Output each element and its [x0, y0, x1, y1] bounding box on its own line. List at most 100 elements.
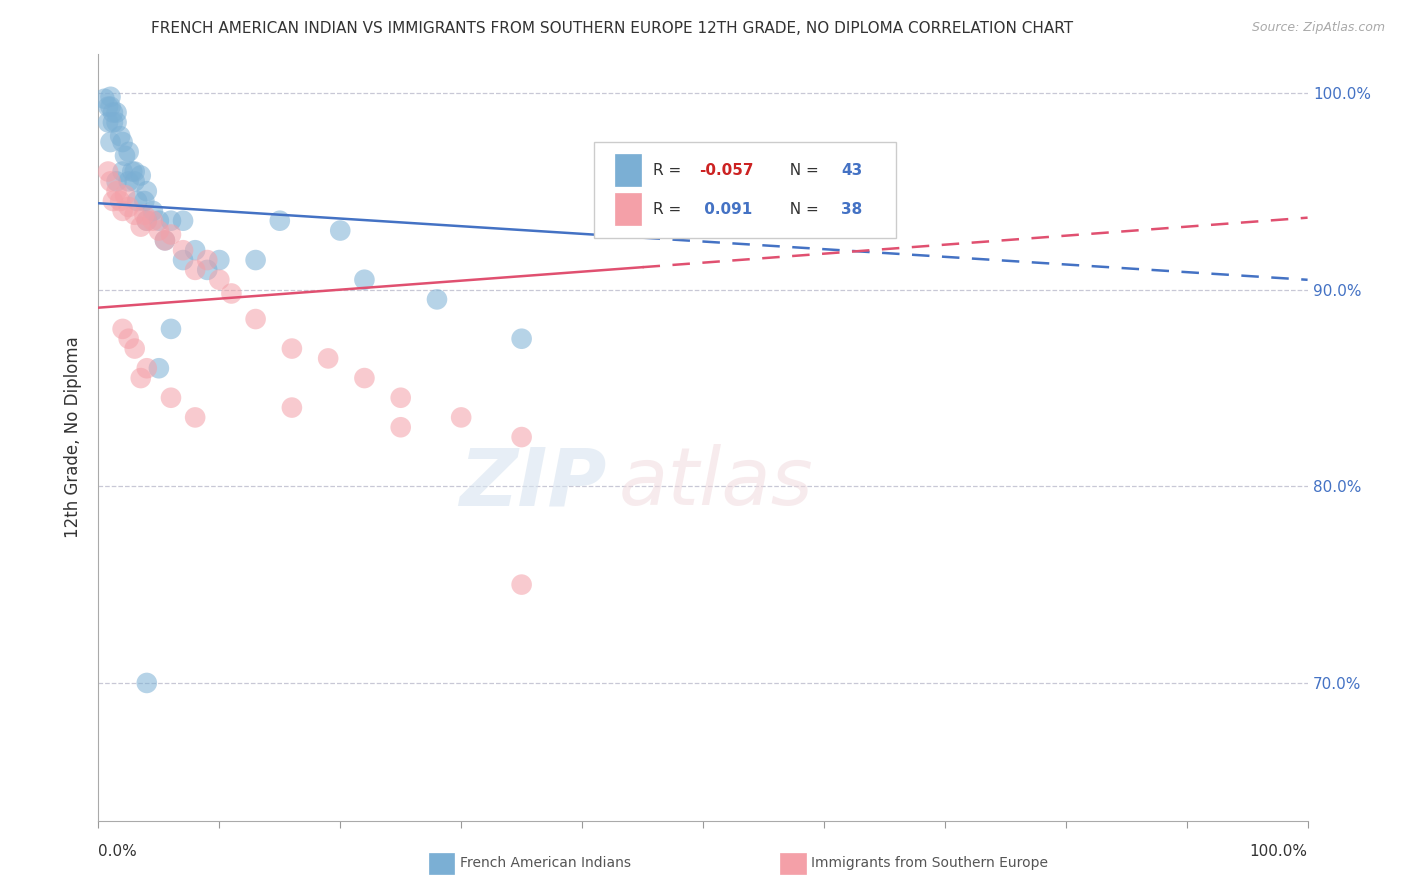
Point	[111, 164, 134, 178]
Point	[148, 223, 170, 237]
Point	[97, 164, 120, 178]
Point	[108, 194, 131, 208]
Point	[208, 273, 231, 287]
Text: R =: R =	[654, 202, 686, 217]
Point	[100, 100, 122, 114]
Point	[184, 263, 207, 277]
Point	[281, 401, 304, 415]
Point	[118, 174, 141, 188]
Point	[389, 420, 412, 434]
Point	[426, 293, 449, 307]
Text: French American Indians: French American Indians	[460, 856, 631, 871]
Point	[105, 174, 128, 188]
Point	[510, 430, 533, 444]
Point	[124, 208, 146, 222]
Point	[111, 135, 134, 149]
Point	[510, 577, 533, 591]
Text: -0.057: -0.057	[699, 162, 754, 178]
Text: 100.0%: 100.0%	[1250, 844, 1308, 859]
Point	[195, 253, 218, 268]
Point	[172, 213, 194, 227]
Point	[148, 213, 170, 227]
Point	[172, 244, 194, 258]
Point	[160, 213, 183, 227]
Point	[184, 410, 207, 425]
Point	[134, 194, 156, 208]
Point	[184, 244, 207, 258]
Point	[135, 676, 157, 690]
Point	[353, 273, 375, 287]
Point	[100, 174, 122, 188]
Point	[142, 213, 165, 227]
Point	[221, 286, 243, 301]
Point	[160, 391, 183, 405]
Point	[269, 213, 291, 227]
Point	[135, 184, 157, 198]
Point	[129, 371, 152, 385]
Point	[121, 164, 143, 178]
Text: 43: 43	[841, 162, 862, 178]
Point	[153, 233, 176, 247]
Point	[111, 322, 134, 336]
Point	[160, 322, 183, 336]
Text: ZIP: ZIP	[458, 444, 606, 522]
Point	[100, 90, 122, 104]
Point	[172, 253, 194, 268]
Bar	[614, 154, 641, 186]
Point	[105, 184, 128, 198]
Point	[389, 391, 412, 405]
Point	[105, 115, 128, 129]
Point	[129, 219, 152, 234]
Point	[114, 188, 136, 202]
FancyBboxPatch shape	[595, 142, 897, 237]
Point	[329, 223, 352, 237]
Point	[111, 203, 134, 218]
Point	[105, 105, 128, 120]
Point	[208, 253, 231, 268]
Point	[97, 100, 120, 114]
Point	[93, 92, 115, 106]
Text: 38: 38	[841, 202, 862, 217]
Point	[118, 145, 141, 159]
Point	[281, 342, 304, 356]
Point	[135, 213, 157, 227]
Point	[353, 371, 375, 385]
Point	[153, 233, 176, 247]
Point	[108, 129, 131, 144]
Point	[245, 253, 267, 268]
Point	[100, 135, 122, 149]
Point	[510, 332, 533, 346]
Point	[101, 115, 124, 129]
Text: N =: N =	[780, 162, 824, 178]
Y-axis label: 12th Grade, No Diploma: 12th Grade, No Diploma	[65, 336, 83, 538]
Point	[142, 203, 165, 218]
Point	[97, 115, 120, 129]
Point	[124, 174, 146, 188]
Point	[118, 332, 141, 346]
Point	[127, 194, 149, 208]
Point	[118, 200, 141, 214]
Point	[114, 149, 136, 163]
Bar	[614, 193, 641, 225]
Text: Immigrants from Southern Europe: Immigrants from Southern Europe	[811, 856, 1049, 871]
Text: atlas: atlas	[619, 444, 813, 522]
Point	[160, 227, 183, 242]
Point	[195, 263, 218, 277]
Point	[135, 213, 157, 227]
Text: 0.0%: 0.0%	[98, 844, 138, 859]
Point	[316, 351, 339, 366]
Text: N =: N =	[780, 202, 824, 217]
Point	[135, 361, 157, 376]
Text: Source: ZipAtlas.com: Source: ZipAtlas.com	[1251, 21, 1385, 34]
Text: 0.091: 0.091	[699, 202, 752, 217]
Point	[101, 194, 124, 208]
Point	[134, 208, 156, 222]
Point	[124, 164, 146, 178]
Point	[124, 342, 146, 356]
Point	[129, 169, 152, 183]
Point	[101, 105, 124, 120]
Text: R =: R =	[654, 162, 686, 178]
Text: FRENCH AMERICAN INDIAN VS IMMIGRANTS FROM SOUTHERN EUROPE 12TH GRADE, NO DIPLOMA: FRENCH AMERICAN INDIAN VS IMMIGRANTS FRO…	[150, 21, 1073, 36]
Point	[245, 312, 267, 326]
Point	[450, 410, 472, 425]
